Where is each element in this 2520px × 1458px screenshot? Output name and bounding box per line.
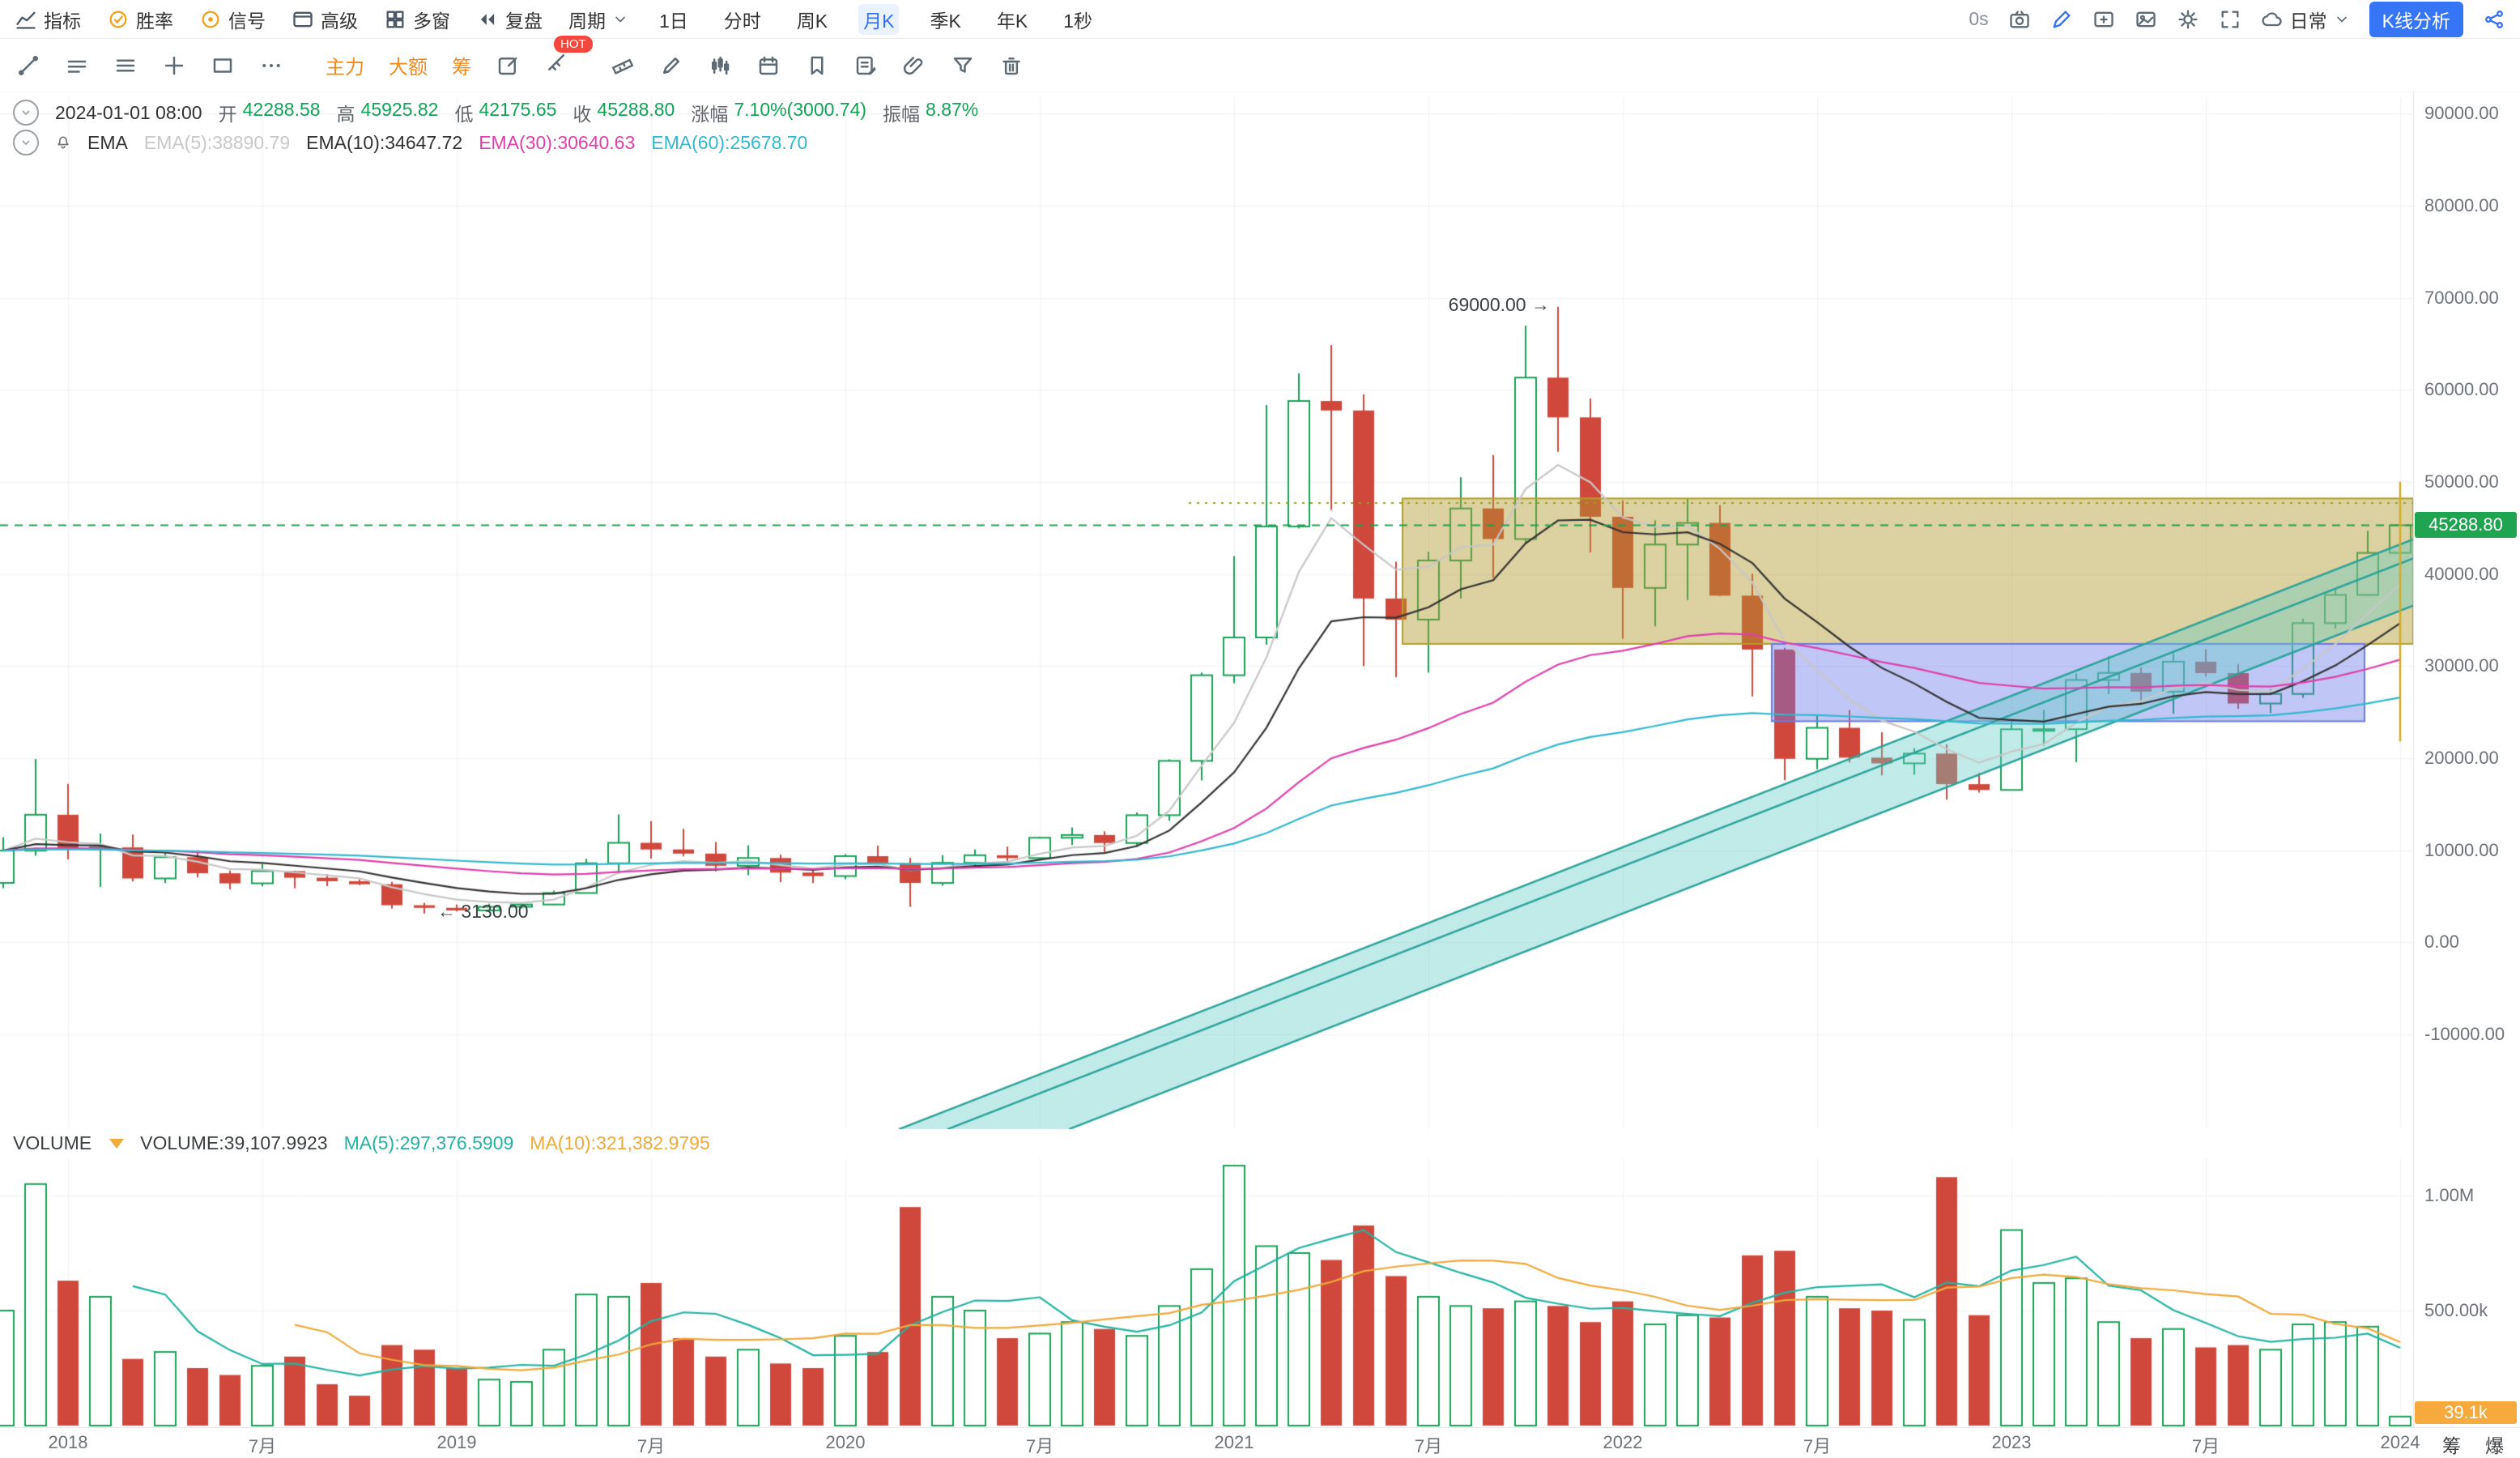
volume-dropdown-icon[interactable] <box>109 1138 125 1149</box>
more-icon[interactable] <box>259 53 283 78</box>
list-icon[interactable] <box>113 53 138 78</box>
volume-title: VOLUME <box>13 1132 92 1153</box>
edit-square-icon[interactable] <box>496 53 520 78</box>
indicator-icon <box>16 11 36 29</box>
annotate-pencil-icon[interactable] <box>2050 8 2073 31</box>
signal-button[interactable]: 信号 <box>199 6 266 33</box>
main-force-button[interactable]: 主力 <box>326 57 364 79</box>
signal-icon <box>202 11 219 28</box>
ema-title: EMA <box>87 131 128 153</box>
period-month[interactable]: 月K <box>858 3 900 35</box>
period-1s[interactable]: 1秒 <box>1063 10 1092 32</box>
ema10-value: EMA(10):34647.72 <box>306 131 463 153</box>
ema60-value: EMA(60):25678.70 <box>651 131 808 153</box>
bar-date: 2024-01-01 08:00 <box>55 101 202 123</box>
replay-label: 复盘 <box>505 10 543 32</box>
high-value: 高 45925.82 <box>336 99 439 125</box>
cycle-label: 周期 <box>568 10 606 32</box>
top-toolbar: 指标 胜率 信号 高级 多窗 复盘 周期 1日 分时 周K 月K 季K <box>0 0 2520 39</box>
measure-icon <box>548 54 564 70</box>
multiwindow-button[interactable]: 多窗 <box>384 6 450 33</box>
collapse-ohlc-icon[interactable] <box>13 100 39 126</box>
alert-bell-icon[interactable] <box>55 134 71 151</box>
chevron-down-icon <box>615 16 625 22</box>
top-toolbar-left: 指标 胜率 信号 高级 多窗 复盘 周期 1日 分时 周K 月K 季K <box>15 3 1097 35</box>
chips-button[interactable]: 筹 <box>452 57 471 79</box>
top-toolbar-right: 0s 日常 K线分析 <box>1969 1 2505 37</box>
timer-label: 0s <box>1969 8 1989 29</box>
workspace-label: 日常 <box>2289 10 2327 32</box>
winrate-label: 胜率 <box>136 10 173 32</box>
ema-legend: EMA EMA(5):38890.79 EMA(10):34647.72 EMA… <box>13 130 807 156</box>
ruler-icon[interactable] <box>611 53 635 78</box>
volume-legend: VOLUME VOLUME:39,107.9923 MA(5):297,376.… <box>13 1132 710 1154</box>
multiwindow-icon <box>386 11 404 28</box>
pencil-icon[interactable] <box>659 53 683 78</box>
period-week[interactable]: 周K <box>796 10 828 32</box>
ema5-value: EMA(5):38890.79 <box>143 131 291 153</box>
low-price-annotation: ← 3130.00 <box>437 900 529 922</box>
share-nodes-icon[interactable] <box>2483 8 2505 31</box>
open-value: 开 42288.58 <box>218 99 321 125</box>
volume-value: VOLUME:39,107.9923 <box>140 1132 328 1153</box>
filter-funnel-icon[interactable] <box>951 53 975 78</box>
indicators-label: 指标 <box>44 10 81 32</box>
amplitude-value: 振幅 8.87% <box>883 99 979 125</box>
bottom-corner-tabs: 筹 爆 <box>2442 1430 2504 1458</box>
paperclip-icon[interactable] <box>902 53 926 78</box>
settings-gear-icon[interactable] <box>2177 8 2199 31</box>
indicators-button[interactable]: 指标 <box>15 6 81 33</box>
volume-ma5-value: MA(5):297,376.5909 <box>343 1132 514 1153</box>
cycle-dropdown[interactable]: 周期 <box>568 6 628 33</box>
burst-tab[interactable]: 爆 <box>2485 1435 2504 1456</box>
period-year[interactable]: 年K <box>996 10 1028 32</box>
hot-badge: HOT <box>554 36 593 53</box>
chevron-down-icon <box>2336 16 2347 22</box>
ohlc-legend: 2024-01-01 08:00 开 42288.58 高 45925.82 低 42… <box>13 99 978 126</box>
close-value: 收 45288.80 <box>573 99 675 125</box>
note-edit-icon[interactable] <box>853 53 878 78</box>
candle-pattern-icon[interactable] <box>708 53 732 78</box>
workspace-dropdown[interactable]: 日常 <box>2261 6 2350 33</box>
collapse-ema-icon[interactable] <box>13 130 39 156</box>
bookmark-icon[interactable] <box>805 53 829 78</box>
winrate-icon <box>109 11 127 28</box>
last-volume-tag: 39.1k <box>2415 1401 2517 1424</box>
measure-tool[interactable]: HOT <box>544 36 593 80</box>
high-price-annotation: 69000.00 → <box>1448 293 1550 315</box>
period-1d[interactable]: 1日 <box>659 10 688 32</box>
winrate-button[interactable]: 胜率 <box>107 6 173 33</box>
low-value: 低 42175.65 <box>454 99 557 125</box>
ema30-value: EMA(30):30640.63 <box>479 131 636 153</box>
last-price-tag: 45288.80 <box>2415 512 2517 539</box>
drawing-toolbar: 主力 大额 筹 HOT <box>0 36 2520 92</box>
replay-icon <box>480 13 495 25</box>
multiwindow-label: 多窗 <box>413 10 450 32</box>
trash-icon[interactable] <box>999 53 1024 78</box>
new-window-icon[interactable] <box>2092 8 2115 31</box>
gallery-icon[interactable] <box>2135 8 2157 31</box>
calendar-icon[interactable] <box>756 53 781 78</box>
volume-ma10-value: MA(10):321,382.9795 <box>530 1132 710 1153</box>
signal-label: 信号 <box>228 10 266 32</box>
period-intraday[interactable]: 分时 <box>723 10 761 32</box>
chips-tab[interactable]: 筹 <box>2442 1435 2461 1456</box>
large-order-button[interactable]: 大额 <box>389 57 428 79</box>
screenshot-icon[interactable] <box>2008 8 2031 31</box>
advanced-icon <box>293 11 313 27</box>
trend-tools-icon[interactable] <box>65 53 89 78</box>
fullscreen-icon[interactable] <box>2219 8 2241 31</box>
crosshair-icon[interactable] <box>162 53 186 78</box>
advanced-button[interactable]: 高级 <box>292 6 358 33</box>
advanced-label: 高级 <box>321 10 358 32</box>
rectangle-tool-icon[interactable] <box>211 53 235 78</box>
replay-button[interactable]: 复盘 <box>476 6 543 33</box>
period-quarter[interactable]: 季K <box>930 10 961 32</box>
change-value: 涨幅 7.10%(3000.74) <box>691 99 867 125</box>
kline-analysis-button[interactable]: K线分析 <box>2369 1 2463 37</box>
cloud-icon <box>2262 11 2282 26</box>
draw-line-icon[interactable] <box>16 53 40 78</box>
